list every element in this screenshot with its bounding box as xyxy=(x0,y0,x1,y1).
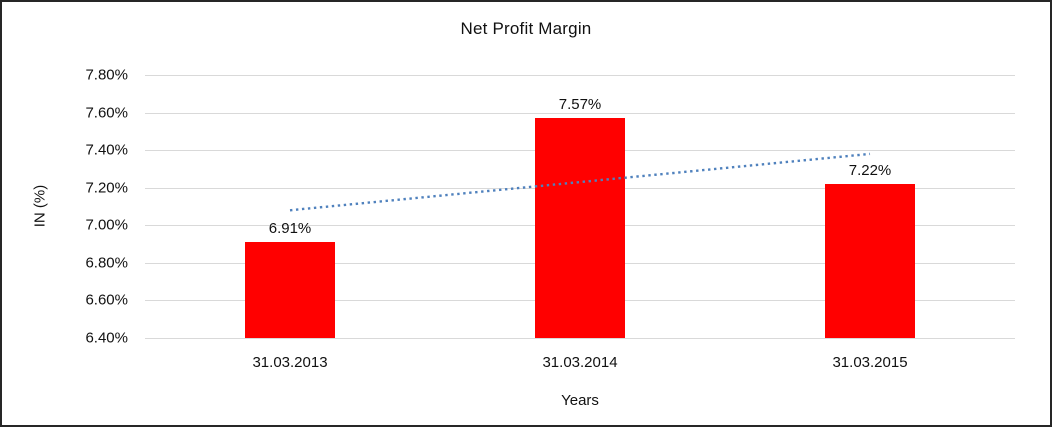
y-tick-label: 6.60% xyxy=(85,291,128,309)
bar-31.03.2013 xyxy=(245,242,335,338)
chart-title: Net Profit Margin xyxy=(460,19,592,38)
gridline xyxy=(145,338,1015,339)
y-tick-label: 7.00% xyxy=(85,216,128,234)
data-label: 7.57% xyxy=(558,96,602,114)
y-tick-label: 7.20% xyxy=(85,179,128,197)
y-tick-label: 7.60% xyxy=(85,104,128,122)
x-axis-title: Years xyxy=(561,392,599,409)
x-tick-label: 31.03.2014 xyxy=(542,354,618,371)
bar-31.03.2014 xyxy=(535,118,625,338)
x-tick-label: 31.03.2013 xyxy=(252,354,328,371)
y-tick-label: 7.40% xyxy=(85,141,128,159)
bar-31.03.2015 xyxy=(825,183,915,338)
gridline xyxy=(145,113,1015,114)
y-tick-label: 6.40% xyxy=(85,329,128,347)
y-tick-label: 7.80% xyxy=(85,66,128,84)
data-label: 6.91% xyxy=(268,220,312,238)
x-tick-label: 31.03.2015 xyxy=(832,354,908,371)
data-label: 7.22% xyxy=(848,161,892,179)
y-tick-label: 6.80% xyxy=(85,254,128,272)
gridline xyxy=(145,75,1015,76)
